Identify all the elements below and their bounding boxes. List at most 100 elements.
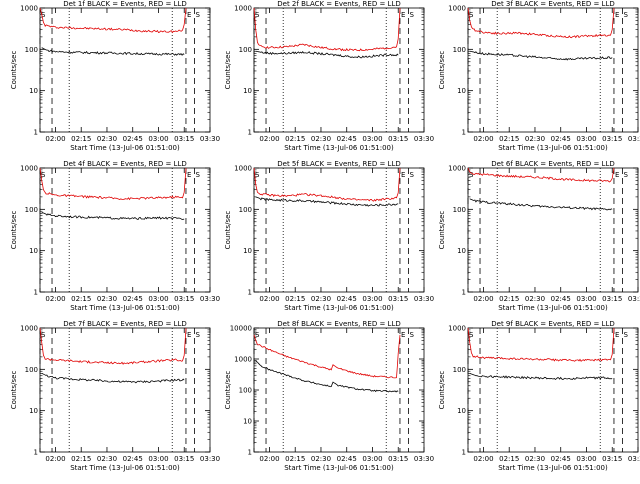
plot-frame (253, 7, 425, 133)
plot-title: Det 3f BLACK = Events, RED = LLD (491, 0, 614, 8)
plot-frame (467, 167, 639, 293)
x-tick-label: 03:30 (628, 295, 640, 303)
time-marker-label: S (410, 11, 415, 19)
x-tick-label: 02:15 (285, 455, 305, 463)
y-tick-label: 10 (457, 87, 466, 95)
y-tick-label: 1000 (20, 165, 38, 173)
x-tick-label: 02:15 (71, 455, 91, 463)
y-axis-label: Counts/sec (10, 51, 18, 90)
x-tick-label: 02:30 (311, 455, 331, 463)
x-tick-label: 03:00 (576, 295, 596, 303)
plot-panel: Det 8f BLACK = Events, RED = LLD 1 10 100 10… (224, 320, 434, 472)
plot-panel: Det 7f BLACK = Events, RED = LLD 1 10 100 10… (10, 320, 220, 472)
y-tick-label: 1000 (20, 5, 38, 13)
time-marker-label: S (624, 331, 629, 339)
plot-panel: Det 9f BLACK = Events, RED = LLD 1 10 100 10… (438, 320, 640, 472)
plot-panel: Det 3f BLACK = Events, RED = LLD 1 10 100 10… (438, 0, 640, 152)
series-line-events (41, 47, 185, 56)
time-marker-label: S (41, 11, 46, 19)
x-tick-label: 02:30 (525, 455, 545, 463)
x-tick-label: 03:15 (388, 295, 408, 303)
y-tick-label: 100 (239, 206, 252, 214)
y-tick-label: 100 (25, 206, 38, 214)
x-tick-label: 03:15 (602, 135, 622, 143)
x-axis-label: Start Time (13-Jul-06 01:51:00) (498, 464, 608, 472)
x-tick-label: 03:30 (414, 455, 434, 463)
time-marker-label: S (255, 331, 260, 339)
time-marker-label: S (196, 11, 201, 19)
y-tick-label: 10 (29, 407, 38, 415)
x-tick-label: 03:00 (362, 135, 382, 143)
x-tick-label: 02:45 (337, 455, 357, 463)
y-axis-label: Counts/sec (10, 371, 18, 410)
y-tick-label: 100 (239, 387, 252, 395)
x-tick-label: 03:30 (200, 295, 220, 303)
plot-panel: Det 6f BLACK = Events, RED = LLD 1 10 100 10… (438, 160, 640, 312)
x-tick-label: 03:00 (148, 455, 168, 463)
y-axis-label: Counts/sec (438, 211, 446, 250)
time-marker-label: S (196, 331, 201, 339)
x-tick-label: 02:00 (259, 295, 279, 303)
y-axis-label: Counts/sec (438, 51, 446, 90)
y-tick-label: 1 (462, 289, 466, 297)
time-marker-label: S (41, 171, 46, 179)
series-line-lld (253, 334, 401, 379)
x-tick-label: 03:00 (576, 455, 596, 463)
x-axis-label: Start Time (13-Jul-06 01:51:00) (284, 144, 394, 152)
x-tick-label: 02:15 (499, 135, 519, 143)
x-tick-label: 02:15 (499, 295, 519, 303)
x-tick-label: 03:00 (148, 295, 168, 303)
y-tick-label: 100 (239, 46, 252, 54)
y-tick-label: 1 (462, 129, 466, 137)
time-marker-label: E (615, 331, 619, 339)
series-line-events (255, 196, 399, 207)
x-tick-label: 02:15 (285, 135, 305, 143)
x-tick-label: 02:00 (45, 455, 65, 463)
x-axis-label: Start Time (13-Jul-06 01:51:00) (284, 304, 394, 312)
x-tick-label: 02:45 (123, 295, 143, 303)
y-tick-label: 1 (248, 129, 252, 137)
plot-title: Det 9f BLACK = Events, RED = LLD (491, 320, 614, 328)
x-axis-label: Start Time (13-Jul-06 01:51:00) (498, 304, 608, 312)
plot-panel: Det 4f BLACK = Events, RED = LLD 1 10 100 10… (10, 160, 220, 312)
y-tick-label: 1 (248, 289, 252, 297)
x-tick-label: 03:30 (628, 135, 640, 143)
x-tick-label: 03:15 (388, 135, 408, 143)
x-tick-label: 02:15 (499, 455, 519, 463)
y-axis-label: Counts/sec (438, 371, 446, 410)
y-tick-label: 1000 (448, 5, 466, 13)
x-tick-label: 02:00 (473, 455, 493, 463)
series-line-events (469, 198, 613, 211)
y-tick-label: 100 (453, 206, 466, 214)
x-tick-label: 02:30 (525, 135, 545, 143)
x-tick-label: 03:30 (414, 295, 434, 303)
series-line-events (469, 50, 613, 61)
x-tick-label: 03:30 (414, 135, 434, 143)
series-line-events (469, 372, 613, 381)
y-tick-label: 1000 (234, 165, 252, 173)
x-tick-label: 02:00 (45, 135, 65, 143)
series-line-events (41, 211, 185, 220)
time-marker-label: S (624, 11, 629, 19)
y-tick-label: 1000 (448, 165, 466, 173)
time-marker-label: E (187, 331, 191, 339)
y-tick-label: 1000 (448, 325, 466, 333)
x-tick-label: 02:00 (259, 135, 279, 143)
series-line-events (255, 360, 399, 393)
time-marker-label: E (401, 11, 405, 19)
time-marker-label: E (187, 11, 191, 19)
time-marker-label: S (255, 171, 260, 179)
x-tick-label: 03:15 (174, 135, 194, 143)
series-line-events (41, 372, 185, 384)
time-marker-label: S (41, 331, 46, 339)
y-tick-label: 100 (25, 366, 38, 374)
x-tick-label: 02:00 (259, 455, 279, 463)
x-axis-label: Start Time (13-Jul-06 01:51:00) (70, 464, 180, 472)
x-tick-label: 02:30 (525, 295, 545, 303)
x-tick-label: 02:30 (311, 135, 331, 143)
x-tick-label: 03:30 (200, 455, 220, 463)
x-tick-label: 02:45 (551, 455, 571, 463)
x-tick-label: 02:45 (551, 295, 571, 303)
